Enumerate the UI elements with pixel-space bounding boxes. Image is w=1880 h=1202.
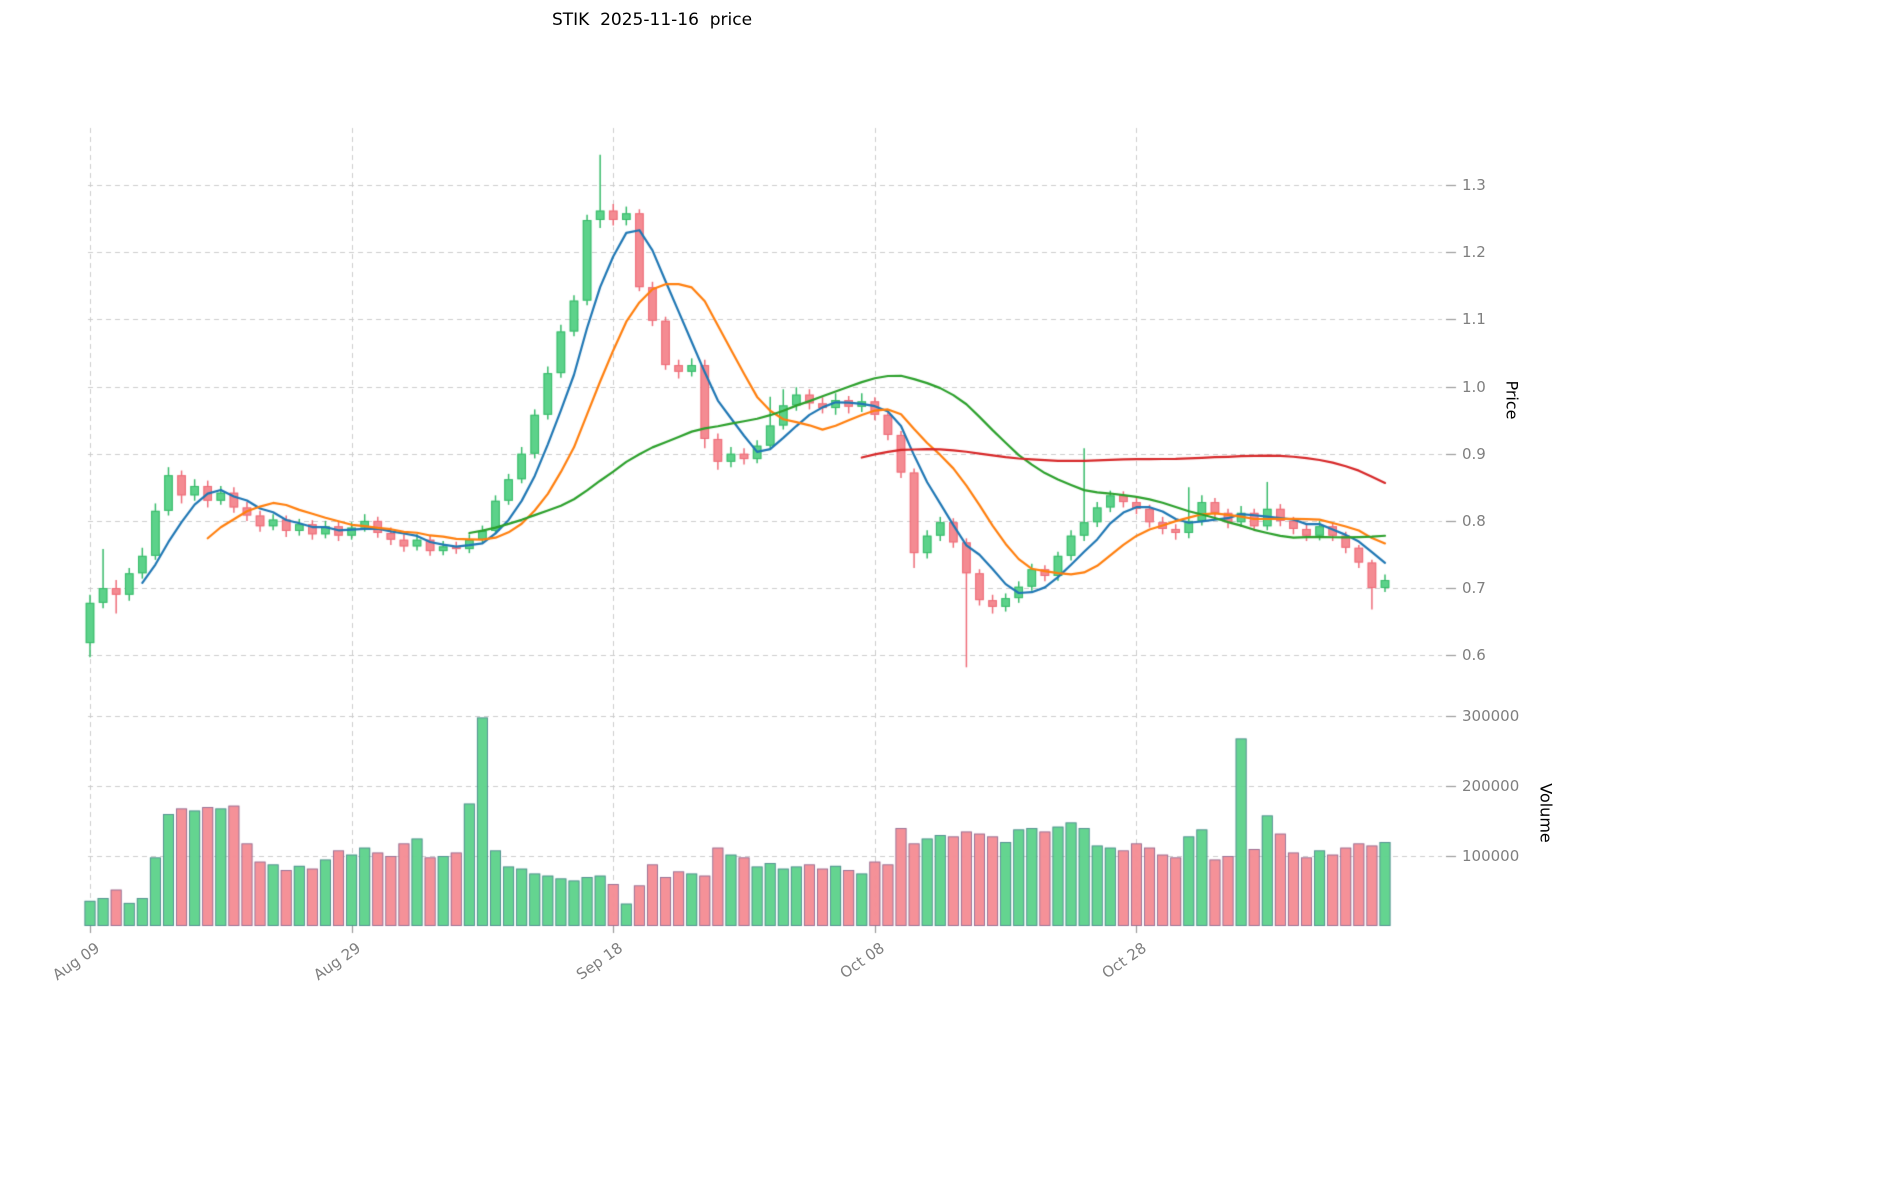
- price-tick-label: 1.1: [1462, 310, 1486, 329]
- price-tick-label: 0.9: [1462, 444, 1486, 463]
- price-tick-label: 1.3: [1462, 176, 1486, 195]
- price-tick-label: 0.7: [1462, 579, 1486, 598]
- price-tick-label: 1.2: [1462, 243, 1486, 262]
- volume-axis-label: Volume: [1536, 783, 1556, 843]
- chart-title: STIK 2025-11-16 price: [551, 10, 753, 30]
- price-tick-label: 0.6: [1462, 646, 1486, 665]
- volume-tick-label: 300000: [1462, 707, 1520, 726]
- price-axis-label: Price: [1502, 380, 1522, 420]
- price-tick-label: 0.8: [1462, 511, 1486, 530]
- volume-tick-label: 100000: [1462, 847, 1520, 866]
- price-tick-label: 1.0: [1462, 377, 1486, 396]
- volume-tick-label: 200000: [1462, 777, 1520, 796]
